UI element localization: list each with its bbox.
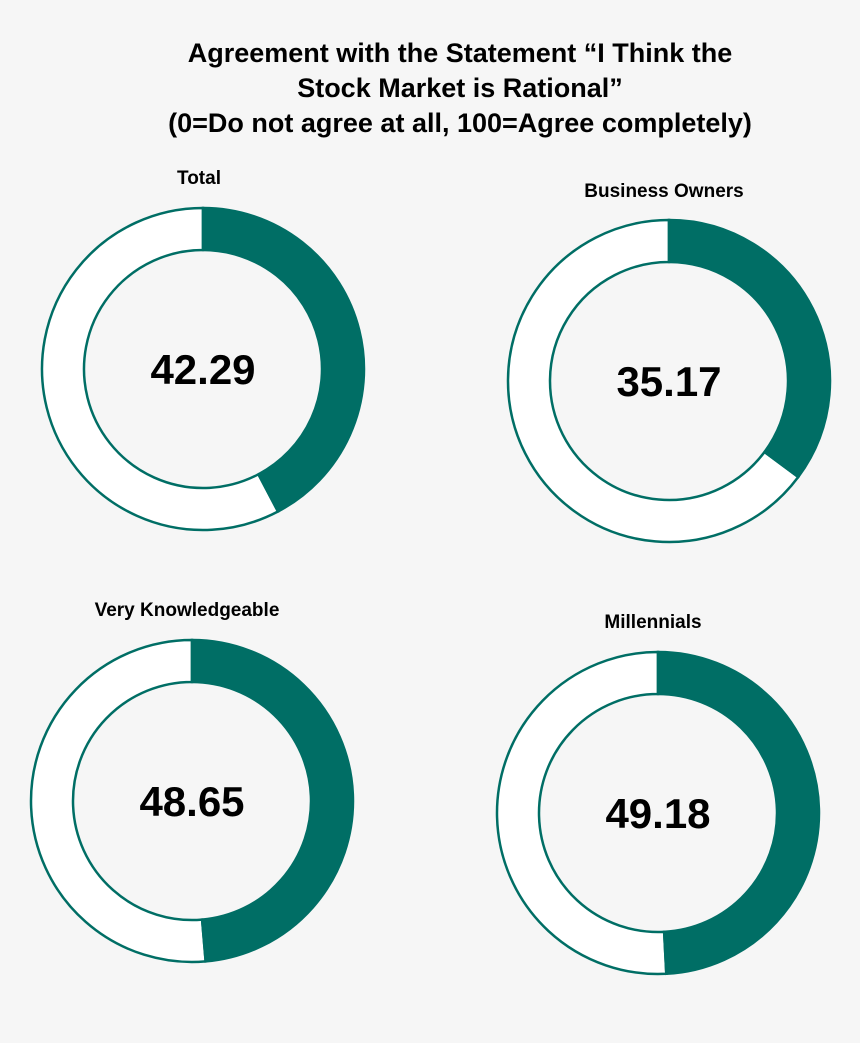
donut-chart-business-owners: 35.17: [506, 218, 832, 544]
donut-remainder-millennials: [495, 650, 668, 976]
donut-label-millennials: Millennials: [604, 612, 702, 633]
chart-title: Agreement with the Statement “I Think th…: [60, 36, 860, 141]
donut-label-business-owners: Business Owners: [584, 181, 744, 202]
donut-slice-total: [201, 206, 366, 514]
donut-value-total: 42.29: [150, 346, 255, 393]
donut-value-very-knowledgeable: 48.65: [139, 778, 244, 825]
donut-slice-very-knowledgeable: [190, 638, 355, 963]
donut-label-very-knowledgeable: Very Knowledgeable: [94, 600, 280, 621]
chart-title-line-2: Stock Market is Rational”: [297, 73, 623, 103]
donut-slice-millennials: [656, 650, 821, 976]
donut-value-millennials: 49.18: [605, 790, 710, 837]
donut-remainder-very-knowledgeable: [29, 638, 207, 964]
donut-slice-business-owners: [667, 218, 832, 479]
donut-chart-very-knowledgeable: 48.65: [29, 638, 355, 964]
donut-chart-total: 42.29: [40, 206, 366, 532]
chart-title-line-3: (0=Do not agree at all, 100=Agree comple…: [168, 108, 752, 138]
donut-remainder-business-owners: [506, 218, 800, 544]
chart-title-line-1: Agreement with the Statement “I Think th…: [187, 38, 733, 68]
donut-remainder-total: [40, 206, 280, 532]
donut-value-business-owners: 35.17: [616, 358, 721, 405]
donut-chart-millennials: 49.18: [495, 650, 821, 976]
donut-label-total: Total: [177, 168, 221, 189]
